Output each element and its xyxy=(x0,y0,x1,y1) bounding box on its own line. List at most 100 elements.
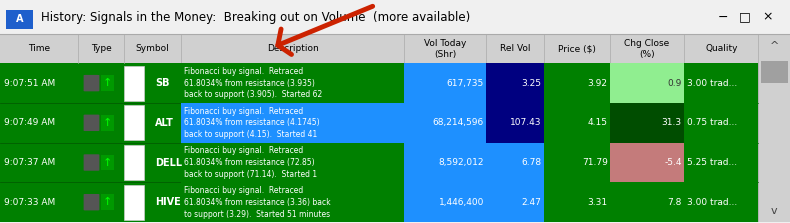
Text: Vol Today
(Shr): Vol Today (Shr) xyxy=(424,39,466,59)
FancyBboxPatch shape xyxy=(544,182,610,222)
FancyBboxPatch shape xyxy=(487,103,544,143)
Text: 2.47: 2.47 xyxy=(522,198,542,207)
Text: Description: Description xyxy=(267,44,318,53)
Text: 0.9: 0.9 xyxy=(668,79,682,88)
FancyBboxPatch shape xyxy=(0,0,790,34)
Text: 107.43: 107.43 xyxy=(510,118,542,127)
FancyBboxPatch shape xyxy=(0,143,758,182)
FancyBboxPatch shape xyxy=(544,143,610,182)
FancyBboxPatch shape xyxy=(610,143,684,182)
Text: DELL: DELL xyxy=(156,157,182,167)
FancyBboxPatch shape xyxy=(0,34,758,63)
Text: 6.78: 6.78 xyxy=(521,158,542,167)
FancyBboxPatch shape xyxy=(610,103,684,143)
FancyBboxPatch shape xyxy=(404,143,487,182)
Text: Fibonacci buy signal.  Retraced
61.8034% from resistance (72.85)
back to support: Fibonacci buy signal. Retraced 61.8034% … xyxy=(184,146,317,179)
Text: 617,735: 617,735 xyxy=(447,79,484,88)
FancyBboxPatch shape xyxy=(101,155,114,170)
FancyBboxPatch shape xyxy=(84,115,100,131)
Text: −: − xyxy=(717,11,728,24)
FancyBboxPatch shape xyxy=(84,75,100,91)
FancyBboxPatch shape xyxy=(761,61,788,83)
Text: ^: ^ xyxy=(769,41,779,51)
FancyBboxPatch shape xyxy=(101,75,114,91)
FancyBboxPatch shape xyxy=(610,182,684,222)
FancyBboxPatch shape xyxy=(182,103,404,143)
Text: History: Signals in the Money:  Breaking out on Volume  (more available): History: Signals in the Money: Breaking … xyxy=(41,11,470,24)
Text: 7.8: 7.8 xyxy=(668,198,682,207)
Text: 3.92: 3.92 xyxy=(588,79,608,88)
FancyBboxPatch shape xyxy=(487,63,544,103)
Text: ↑: ↑ xyxy=(103,157,112,167)
FancyBboxPatch shape xyxy=(684,143,758,182)
Text: A: A xyxy=(16,14,23,24)
FancyBboxPatch shape xyxy=(684,103,758,143)
Text: ×: × xyxy=(762,11,773,24)
FancyBboxPatch shape xyxy=(544,103,610,143)
Text: 9:07:51 AM: 9:07:51 AM xyxy=(4,79,55,88)
FancyBboxPatch shape xyxy=(487,143,544,182)
Text: SB: SB xyxy=(156,78,170,88)
Text: 3.00 trad...: 3.00 trad... xyxy=(687,198,737,207)
Text: 9:07:37 AM: 9:07:37 AM xyxy=(4,158,55,167)
FancyBboxPatch shape xyxy=(125,145,145,180)
Text: v: v xyxy=(771,206,777,216)
FancyBboxPatch shape xyxy=(125,66,145,101)
FancyBboxPatch shape xyxy=(544,63,610,103)
Text: Chg Close
(%): Chg Close (%) xyxy=(624,39,670,59)
FancyBboxPatch shape xyxy=(84,194,100,211)
FancyBboxPatch shape xyxy=(182,143,404,182)
FancyBboxPatch shape xyxy=(125,185,145,220)
Text: Time: Time xyxy=(28,44,51,53)
Text: ↑: ↑ xyxy=(103,197,112,207)
FancyBboxPatch shape xyxy=(684,182,758,222)
Text: 8,592,012: 8,592,012 xyxy=(438,158,484,167)
FancyBboxPatch shape xyxy=(125,105,145,140)
Text: 71.79: 71.79 xyxy=(581,158,608,167)
Text: 3.00 trad...: 3.00 trad... xyxy=(687,79,737,88)
Text: 0.75 trad...: 0.75 trad... xyxy=(687,118,737,127)
Text: Symbol: Symbol xyxy=(136,44,169,53)
Text: -5.4: -5.4 xyxy=(664,158,682,167)
Text: 31.3: 31.3 xyxy=(662,118,682,127)
FancyBboxPatch shape xyxy=(0,103,758,143)
FancyBboxPatch shape xyxy=(182,63,404,103)
Text: Price ($): Price ($) xyxy=(558,44,596,53)
FancyBboxPatch shape xyxy=(684,63,758,103)
Text: 68,214,596: 68,214,596 xyxy=(433,118,484,127)
Text: Rel Vol: Rel Vol xyxy=(500,44,530,53)
Text: Fibonacci buy signal.  Retraced
61.8034% from resistance (4.1745)
back to suppor: Fibonacci buy signal. Retraced 61.8034% … xyxy=(184,107,319,139)
FancyBboxPatch shape xyxy=(6,10,33,29)
FancyBboxPatch shape xyxy=(487,182,544,222)
FancyBboxPatch shape xyxy=(0,63,758,103)
Text: 3.25: 3.25 xyxy=(521,79,542,88)
Text: ↑: ↑ xyxy=(103,118,112,128)
FancyBboxPatch shape xyxy=(101,194,114,210)
FancyBboxPatch shape xyxy=(758,34,790,222)
FancyBboxPatch shape xyxy=(84,154,100,171)
FancyBboxPatch shape xyxy=(610,63,684,103)
Text: Quality: Quality xyxy=(705,44,738,53)
FancyBboxPatch shape xyxy=(404,63,487,103)
FancyBboxPatch shape xyxy=(404,103,487,143)
FancyBboxPatch shape xyxy=(101,115,114,131)
FancyBboxPatch shape xyxy=(0,182,758,222)
Text: ↑: ↑ xyxy=(103,78,112,88)
Text: 9:07:49 AM: 9:07:49 AM xyxy=(4,118,55,127)
Text: HIVE: HIVE xyxy=(156,197,181,207)
Text: Fibonacci buy signal.  Retraced
61.8034% from resistance (3.935)
back to support: Fibonacci buy signal. Retraced 61.8034% … xyxy=(184,67,322,99)
Text: 3.31: 3.31 xyxy=(588,198,608,207)
Text: Type: Type xyxy=(91,44,111,53)
Text: 4.15: 4.15 xyxy=(588,118,608,127)
Text: 5.25 trad...: 5.25 trad... xyxy=(687,158,737,167)
Text: 9:07:33 AM: 9:07:33 AM xyxy=(4,198,55,207)
FancyBboxPatch shape xyxy=(404,182,487,222)
FancyBboxPatch shape xyxy=(182,182,404,222)
Text: 1,446,400: 1,446,400 xyxy=(438,198,484,207)
Text: Fibonacci buy signal.  Retraced
61.8034% from resistance (3.36) back
to support : Fibonacci buy signal. Retraced 61.8034% … xyxy=(184,186,330,219)
Text: □: □ xyxy=(739,11,750,24)
Text: ALT: ALT xyxy=(156,118,175,128)
